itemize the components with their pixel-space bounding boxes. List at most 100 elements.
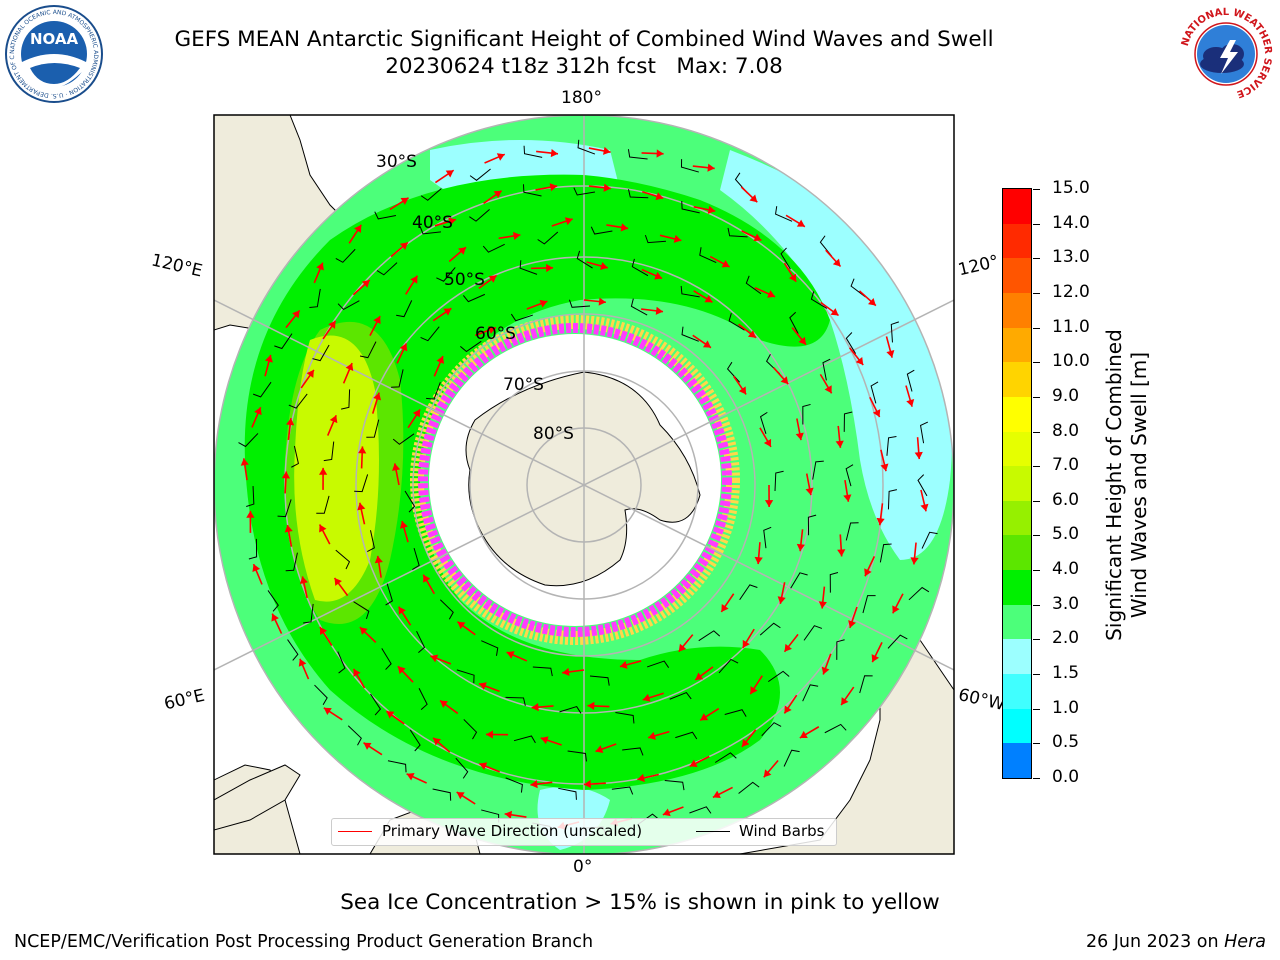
- wave-arrow-head: [564, 217, 573, 226]
- lat-label-30s: 30°S: [376, 152, 417, 172]
- wind-barb: [718, 658, 739, 674]
- wave-arrow-head: [397, 666, 406, 675]
- wind-barb: [630, 298, 648, 316]
- wave-arrow-head: [655, 306, 664, 315]
- wind-barb: [845, 332, 857, 354]
- wave-arrow-head: [763, 769, 772, 778]
- wind-barb: [590, 226, 613, 235]
- colorbar-tick-label: 7.0: [1052, 455, 1080, 476]
- wind-barb: [335, 549, 351, 570]
- wave-arrow-head: [843, 494, 852, 502]
- lat-label-70s: 70°S: [503, 375, 544, 395]
- colorbar-tick-label: 13.0: [1052, 247, 1090, 268]
- wave-arrow-head: [400, 197, 409, 205]
- wave-arrow-head: [318, 467, 328, 475]
- wind-barb: [759, 622, 781, 636]
- wave-arrow-head: [837, 549, 846, 557]
- wave-arrow-head: [587, 701, 595, 711]
- wind-barb: [559, 705, 582, 714]
- wave-arrow-head: [637, 773, 645, 782]
- wave-arrow-head: [540, 736, 549, 745]
- wind-barb: [920, 421, 929, 444]
- wind-barb: [387, 760, 407, 773]
- wave-arrow-head: [373, 316, 381, 325]
- wind-barb: [698, 630, 721, 642]
- wind-barb: [396, 300, 413, 318]
- wind-barb: [316, 495, 330, 514]
- colorbar-segment: [1003, 535, 1031, 571]
- wind-barb: [309, 288, 321, 309]
- wind-barb: [790, 572, 808, 589]
- wave-arrow-head: [678, 643, 687, 652]
- lat-label-60s: 60°S: [475, 324, 516, 344]
- wave-arrow-head: [359, 627, 368, 635]
- wind-barb: [664, 780, 685, 791]
- wind-barb: [354, 474, 369, 493]
- wave-arrow-head: [319, 524, 327, 533]
- wind-barb: [341, 389, 351, 410]
- wave-arrow-head: [436, 356, 445, 364]
- wave-arrow-head: [398, 606, 406, 615]
- wave-arrow-head: [354, 224, 362, 233]
- wave-arrow-head: [595, 745, 604, 754]
- wave-arrow-head: [399, 521, 408, 529]
- colorbar-segment: [1003, 258, 1031, 294]
- wind-barb: [879, 543, 892, 563]
- wind-barb: [455, 757, 469, 779]
- wave-arrow-head: [892, 605, 900, 614]
- wave-arrow-head: [357, 502, 366, 511]
- wave-arrow-head: [747, 330, 756, 338]
- wind-barb: [267, 590, 279, 612]
- wave-arrow-head: [855, 357, 864, 365]
- wind-barb: [462, 293, 486, 303]
- colorbar-tick: [1033, 431, 1040, 433]
- wind-barb: [367, 530, 375, 552]
- footer-credit: NCEP/EMC/Verification Post Processing Pr…: [14, 932, 594, 952]
- wave-arrow-head: [284, 525, 293, 533]
- wind-barb: [303, 603, 314, 624]
- wind-barb: [887, 489, 898, 510]
- colorbar-tick: [1033, 223, 1040, 225]
- wind-barb: [669, 691, 692, 700]
- colorbar-title-line2: Wind Waves and Swell [m]: [1127, 351, 1151, 619]
- wind-barb: [420, 188, 442, 201]
- wave-arrow-head: [777, 596, 786, 604]
- wind-barb: [714, 752, 737, 763]
- wave-arrow-head: [506, 651, 515, 659]
- wind-barb: [370, 693, 382, 716]
- wave-arrow-head: [750, 686, 758, 695]
- wave-arrow-head: [673, 234, 682, 243]
- wave-arrow-head: [702, 340, 711, 348]
- wind-barb: [644, 234, 666, 244]
- wave-arrow-head: [399, 343, 408, 352]
- wind-barb: [921, 531, 938, 549]
- colorbar-tick-label: 15.0: [1052, 178, 1090, 198]
- wind-barb: [252, 381, 272, 398]
- wind-barb: [724, 709, 747, 717]
- wind-barb: [463, 719, 478, 740]
- wave-arrow-head: [880, 463, 889, 472]
- colorbar-segment: [1003, 674, 1031, 710]
- wave-arrow-head: [458, 247, 467, 255]
- wind-barb: [456, 669, 475, 684]
- wind-barb: [727, 227, 748, 238]
- wind-barb: [783, 749, 800, 767]
- wave-arrow-head: [721, 260, 730, 268]
- map-legend: Primary Wave Direction (unscaled) Wind B…: [331, 818, 837, 846]
- wind-barb: [824, 723, 847, 734]
- wind-barb: [576, 250, 593, 269]
- colorbar-tick: [1033, 535, 1040, 537]
- wave-arrow-head: [876, 517, 885, 526]
- colorbar-tick-label: 11.0: [1052, 316, 1090, 337]
- wave-arrow-head: [478, 682, 487, 690]
- wind-barb: [416, 630, 426, 653]
- colorbar-tick: [1033, 500, 1040, 502]
- colorbar-tick-label: 2.0: [1052, 628, 1080, 649]
- wave-arrow-head: [306, 369, 314, 378]
- wind-barb: [681, 326, 699, 342]
- wave-arrow-head: [328, 320, 336, 329]
- wave-arrow-head: [749, 194, 758, 203]
- wind-barb: [374, 211, 397, 220]
- wind-barb: [274, 333, 293, 350]
- wave-arrow-head: [788, 273, 797, 282]
